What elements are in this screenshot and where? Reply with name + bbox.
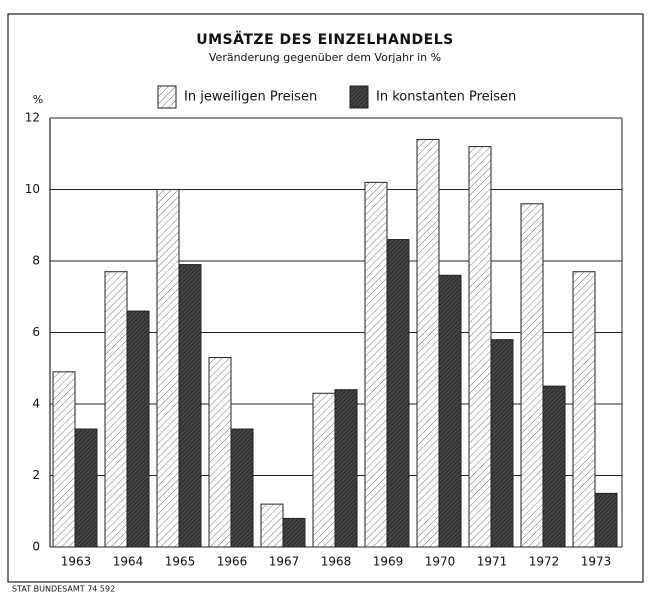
chart-title: UMSÄTZE DES EINZELHANDELS [196, 31, 454, 48]
x-tick-label: 1963 [61, 555, 92, 569]
bar [468, 146, 492, 548]
bar [230, 428, 254, 548]
x-tick-label: 1969 [373, 555, 404, 569]
bar [282, 517, 306, 548]
x-tick-label: 1973 [581, 555, 612, 569]
x-tick-label: 1972 [529, 555, 560, 569]
bar [386, 239, 410, 548]
bar [126, 310, 150, 548]
bar [594, 492, 618, 548]
x-tick-label: 1966 [217, 555, 248, 569]
y-tick-label: 10 [25, 182, 40, 196]
bar [334, 389, 358, 548]
y-tick-label: 4 [32, 397, 40, 411]
bar [438, 274, 462, 548]
x-tick-label: 1964 [113, 555, 144, 569]
y-tick-label: 8 [32, 254, 40, 268]
y-tick-label: 6 [32, 325, 40, 339]
bar [542, 385, 566, 548]
x-tick-label: 1965 [165, 555, 196, 569]
y-axis-label: % [33, 93, 43, 106]
y-tick-label: 12 [25, 111, 40, 125]
bar [364, 181, 388, 548]
bar [178, 264, 202, 548]
bar [260, 503, 284, 548]
x-tick-label: 1968 [321, 555, 352, 569]
x-tick-label: 1967 [269, 555, 300, 569]
bar [572, 271, 596, 548]
bar [104, 271, 128, 548]
x-tick-label: 1971 [477, 555, 508, 569]
chart-subtitle: Veränderung gegenüber dem Vorjahr in % [209, 51, 441, 64]
bar [156, 189, 180, 548]
bar [520, 203, 544, 548]
bar [74, 428, 98, 548]
legend-swatch [157, 85, 177, 109]
bar [490, 339, 514, 548]
source: STAT BUNDESAMT 74 592 [12, 585, 115, 594]
bar [208, 357, 232, 548]
bar [52, 371, 76, 548]
legend-label: In jeweiligen Preisen [184, 90, 317, 105]
y-tick-label: 0 [32, 540, 40, 554]
x-tick-label: 1970 [425, 555, 456, 569]
bar [416, 138, 440, 548]
legend-label: In konstanten Preisen [376, 90, 516, 105]
bar [312, 392, 336, 548]
y-tick-label: 2 [32, 468, 40, 482]
legend-swatch [349, 85, 369, 109]
frame [7, 13, 644, 583]
